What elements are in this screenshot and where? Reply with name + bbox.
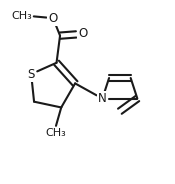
Text: S: S — [27, 68, 35, 81]
Text: O: O — [48, 12, 58, 25]
Text: CH₃: CH₃ — [46, 128, 66, 138]
Text: CH₃: CH₃ — [11, 10, 32, 21]
Text: N: N — [98, 92, 107, 105]
Text: O: O — [78, 27, 87, 40]
